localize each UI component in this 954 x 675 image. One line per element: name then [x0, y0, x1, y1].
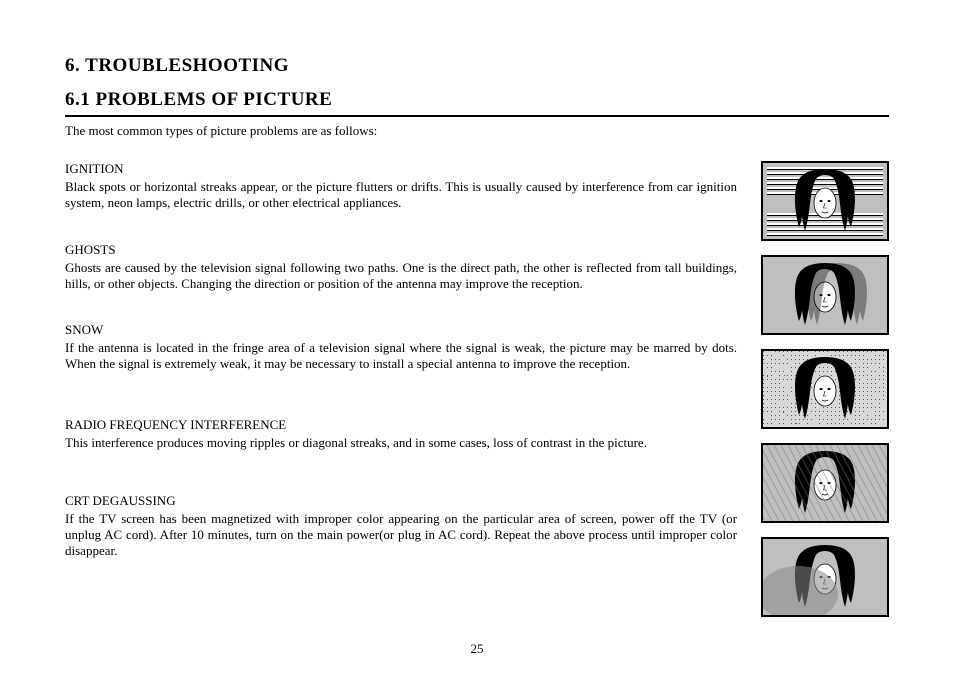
problem-block: SNOW If the antenna is located in the fri…	[65, 322, 737, 373]
problem-description: Ghosts are caused by the television sign…	[65, 260, 737, 293]
thumbnail-column	[761, 161, 889, 617]
problem-title: RADIO FREQUENCY INTERFERENCE	[65, 417, 737, 433]
degauss-thumb	[761, 537, 889, 617]
heading-rule	[65, 115, 889, 117]
problem-description: Black spots or horizontal streaks appear…	[65, 179, 737, 212]
rfi-thumb	[761, 443, 889, 523]
problem-title: GHOSTS	[65, 242, 737, 258]
problem-block: CRT DEGAUSSING If the TV screen has been …	[65, 493, 737, 560]
problem-title: IGNITION	[65, 161, 737, 177]
problem-block: IGNITION Black spots or horizontal streak…	[65, 161, 737, 212]
problem-description: If the TV screen has been magnetized wit…	[65, 511, 737, 560]
problem-description: If the antenna is located in the fringe …	[65, 340, 737, 373]
subsection-heading: 6.1 PROBLEMS OF PICTURE	[65, 89, 889, 111]
ghosts-thumb	[761, 255, 889, 335]
text-column: IGNITION Black spots or horizontal streak…	[65, 161, 737, 617]
intro-text: The most common types of picture problem…	[65, 123, 889, 139]
problem-block: RADIO FREQUENCY INTERFERENCE This interfe…	[65, 417, 737, 451]
problem-description: This interference produces moving ripple…	[65, 435, 737, 451]
content-row: IGNITION Black spots or horizontal streak…	[65, 161, 889, 617]
snow-thumb	[761, 349, 889, 429]
ignition-thumb	[761, 161, 889, 241]
problem-title: SNOW	[65, 322, 737, 338]
problem-title: CRT DEGAUSSING	[65, 493, 737, 509]
problem-block: GHOSTS Ghosts are caused by the televisio…	[65, 242, 737, 293]
page-number: 25	[0, 641, 954, 657]
section-heading: 6. TROUBLESHOOTING	[65, 55, 889, 77]
